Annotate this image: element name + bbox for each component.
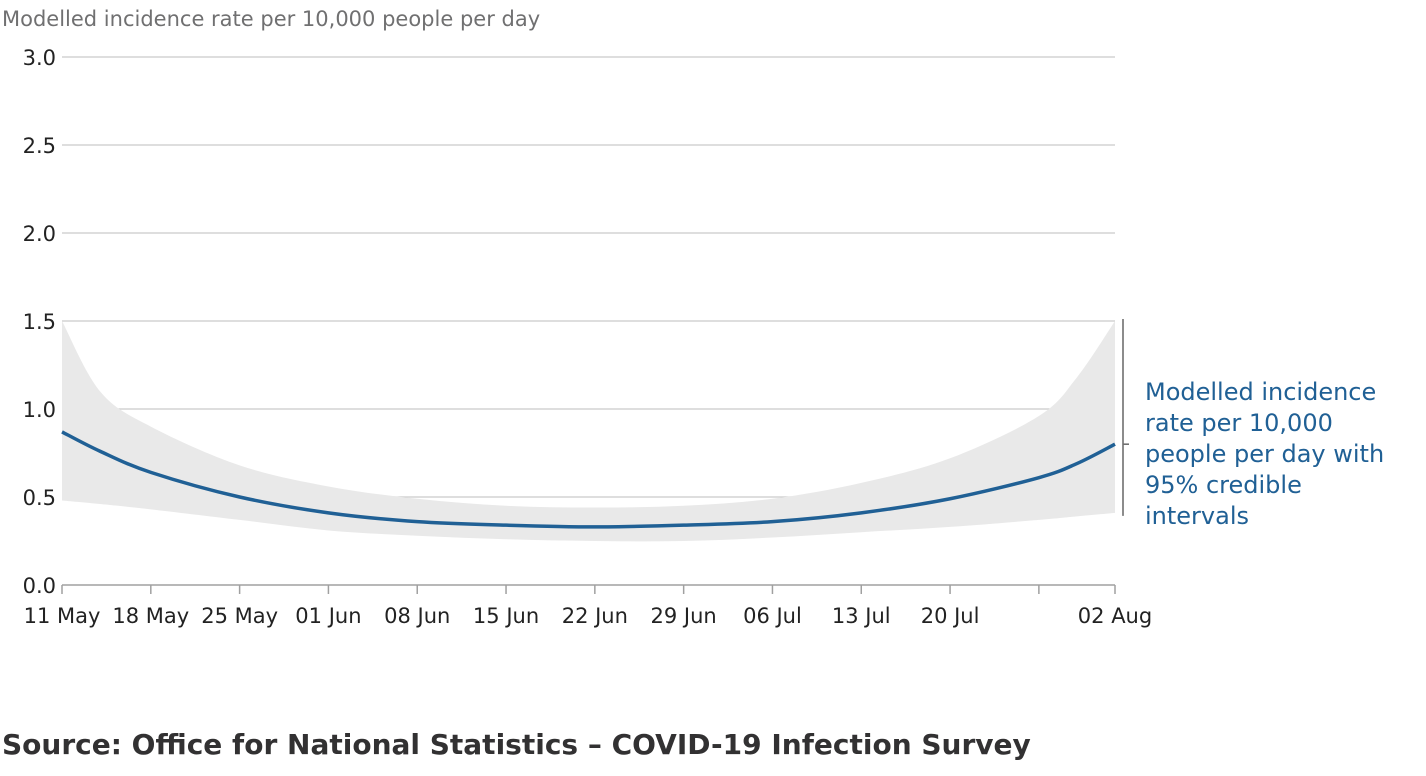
incidence-line bbox=[61, 430, 1116, 529]
x-tick-label: 13 Jul bbox=[832, 604, 891, 628]
line-annotation: Modelled incidence rate per 10,000 people … bbox=[1122, 319, 1384, 530]
y-tick-label: 1.0 bbox=[23, 398, 56, 422]
y-axis-ticks: 0.0 0.5 1.0 1.5 2.0 2.5 3.0 bbox=[23, 46, 56, 598]
gridlines bbox=[62, 56, 1115, 498]
x-tick-label: 08 Jun bbox=[384, 604, 450, 628]
y-tick-label: 2.5 bbox=[23, 134, 56, 158]
x-axis: 11 May 18 May 25 May 01 Jun 08 Jun 15 Jun 22 J… bbox=[24, 584, 1152, 628]
x-tick-label: 01 Jun bbox=[295, 604, 361, 628]
annotation-text: 95% credible bbox=[1145, 471, 1302, 499]
source-note: Source: Office for National Statistics –… bbox=[2, 728, 1031, 761]
x-tick-label: 25 May bbox=[201, 604, 278, 628]
incidence-chart: Modelled incidence rate per 10,000 peopl… bbox=[2, 7, 1384, 628]
y-tick-label: 0.5 bbox=[23, 486, 56, 510]
annotation-text: rate per 10,000 bbox=[1145, 409, 1333, 437]
annotation-text: intervals bbox=[1145, 502, 1249, 530]
y-tick-label: 3.0 bbox=[23, 46, 56, 70]
x-tick-label: 02 Aug bbox=[1078, 604, 1152, 628]
y-tick-label: 2.0 bbox=[23, 222, 56, 246]
x-tick-label: 22 Jun bbox=[562, 604, 628, 628]
y-tick-label: 0.0 bbox=[23, 574, 56, 598]
y-tick-label: 1.5 bbox=[23, 310, 56, 334]
x-tick-label: 18 May bbox=[112, 604, 189, 628]
x-tick-label: 15 Jun bbox=[473, 604, 539, 628]
x-tick-label: 11 May bbox=[24, 604, 101, 628]
credible-interval-band bbox=[62, 321, 1115, 542]
x-tick-label: 29 Jun bbox=[651, 604, 717, 628]
annotation-text: people per day with bbox=[1145, 440, 1384, 468]
y-axis-title: Modelled incidence rate per 10,000 peopl… bbox=[2, 7, 540, 31]
x-tick-label: 20 Jul bbox=[921, 604, 980, 628]
x-tick-label: 06 Jul bbox=[743, 604, 802, 628]
annotation-text: Modelled incidence bbox=[1145, 378, 1376, 406]
